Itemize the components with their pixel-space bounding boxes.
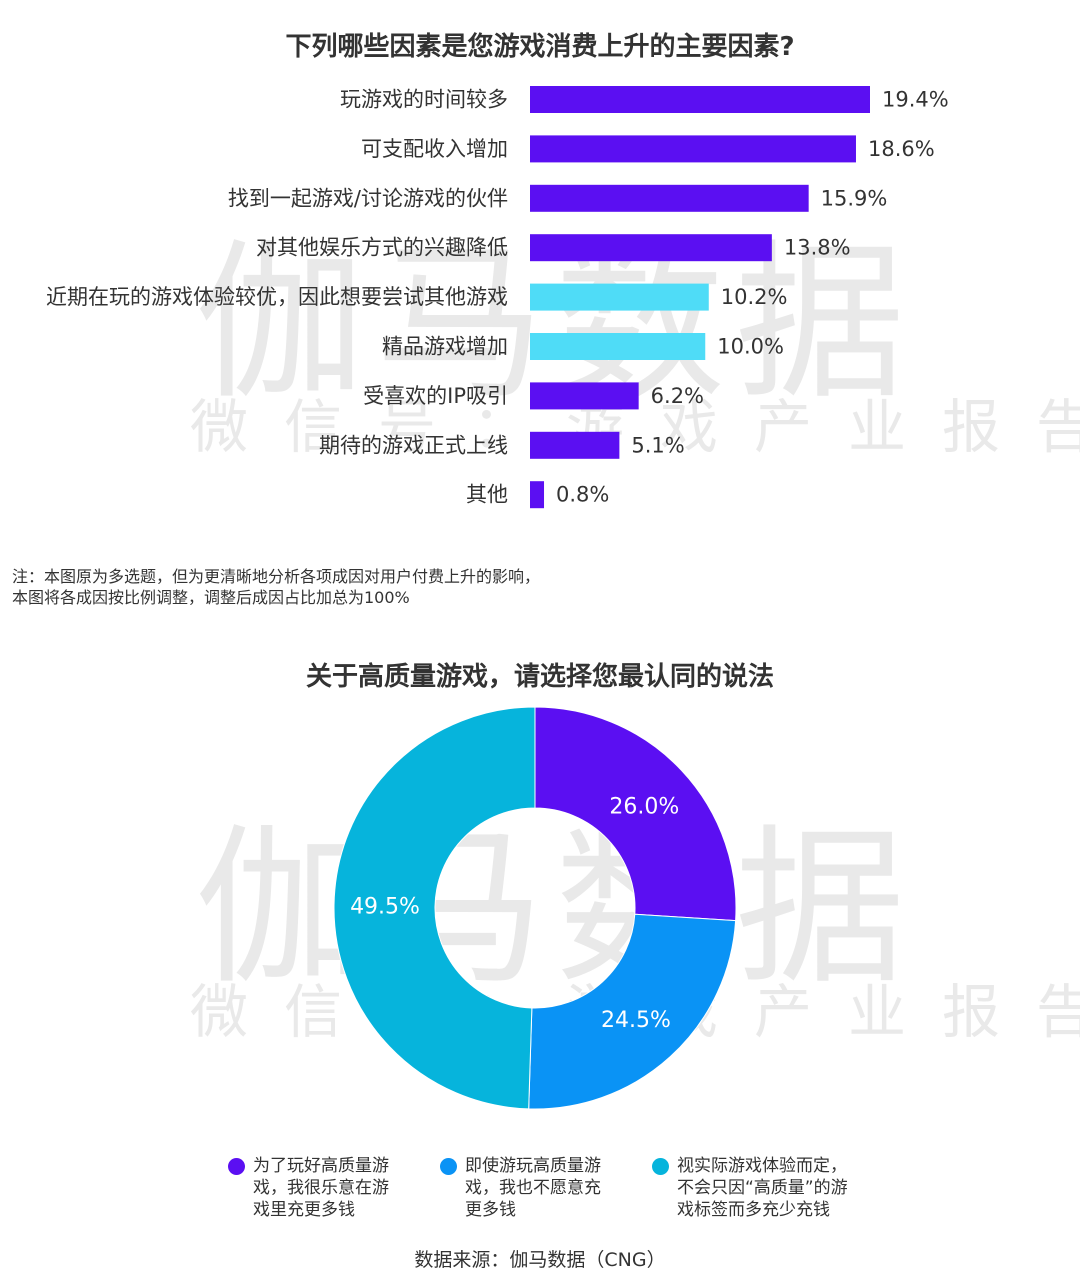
bar-value-label-7: 5.1% — [631, 433, 684, 457]
bar-value-label-2: 15.9% — [821, 186, 888, 210]
legend-depends-line-1: 视实际游戏体验而定， — [677, 1156, 847, 1176]
bar-category-label-6: 受喜欢的IP吸引 — [363, 384, 508, 408]
bar-1 — [530, 135, 856, 163]
bar-category-label-0: 玩游戏的时间较多 — [340, 88, 508, 112]
legend-depends-line-2: 不会只因“高质量”的游 — [677, 1178, 848, 1198]
bar-value-label-3: 13.8% — [784, 236, 851, 260]
bar-chart: 玩游戏的时间较多 19.4% 可支配收入增加 18.6% 找到一起游戏/讨论游戏的伙伴 1… — [46, 86, 949, 509]
donut-slice-unwilling — [528, 913, 737, 1110]
bar-chart-title: 下列哪些因素是您游戏消费上升的主要因素? — [285, 32, 795, 62]
legend-dot-blue-icon — [440, 1158, 457, 1175]
legend-item-depends: 视实际游戏体验而定， 不会只因“高质量”的游 戏标签而多充少充钱 — [652, 1155, 848, 1221]
bar-7 — [530, 431, 620, 459]
donut-label-willing: 26.0% — [609, 794, 679, 819]
bar-value-label-5: 10.0% — [717, 335, 784, 359]
bar-chart-note-line-2: 本图将各成因按比例调整，调整后成因占比加总为100% — [12, 588, 410, 607]
legend-dot-purple-icon — [228, 1158, 245, 1175]
donut-label-depends: 49.5% — [350, 895, 420, 920]
bar-3 — [530, 234, 772, 262]
bar-category-label-8: 其他 — [466, 483, 508, 507]
legend-item-unwilling: 即使游玩高质量游 戏，我也不愿意充 更多钱 — [440, 1155, 601, 1221]
bar-category-label-4: 近期在玩的游戏体验较优，因此想要尝试其他游戏 — [46, 285, 508, 309]
data-source: 数据来源：伽马数据（CNG） — [414, 1249, 666, 1271]
bar-8 — [530, 481, 545, 509]
bar-0 — [530, 86, 870, 113]
bar-value-label-6: 6.2% — [651, 384, 704, 408]
legend-item-willing: 为了玩好高质量游 戏，我很乐意在游 戏里充更多钱 — [228, 1155, 389, 1221]
bar-2 — [530, 184, 809, 212]
bar-category-label-1: 可支配收入增加 — [361, 137, 508, 161]
bar-category-label-2: 找到一起游戏/讨论游戏的伙伴 — [228, 186, 508, 210]
bar-chart-note-line-1: 注：本图原为多选题，但为更清晰地分析各项成因对用户付费上升的影响， — [12, 567, 541, 586]
donut-chart-title: 关于高质量游戏，请选择您最认同的说法 — [305, 662, 774, 692]
legend-unwilling-line-3: 更多钱 — [465, 1200, 516, 1220]
donut-slice-depends — [333, 706, 536, 1110]
donut-chart: 26.0% 24.5% 49.5% — [333, 706, 737, 1110]
legend-willing-line-3: 戏里充更多钱 — [253, 1200, 355, 1220]
legend-depends-line-3: 戏标签而多充少充钱 — [677, 1200, 830, 1220]
bar-value-label-8: 0.8% — [556, 483, 609, 507]
legend-willing-line-1: 为了玩好高质量游 — [253, 1156, 389, 1176]
legend-willing-line-2: 戏，我很乐意在游 — [253, 1178, 389, 1198]
bar-value-label-0: 19.4% — [882, 88, 949, 112]
bar-6 — [530, 382, 639, 410]
bar-4 — [530, 283, 709, 311]
bar-5 — [530, 333, 706, 360]
bar-category-label-3: 对其他娱乐方式的兴趣降低 — [256, 236, 508, 260]
bar-category-label-5: 精品游戏增加 — [382, 335, 508, 359]
donut-slice-willing — [534, 706, 737, 922]
bar-value-label-1: 18.6% — [868, 137, 935, 161]
bar-category-label-7: 期待的游戏正式上线 — [319, 433, 508, 457]
legend-dot-teal-icon — [652, 1158, 669, 1175]
donut-label-unwilling: 24.5% — [601, 1008, 671, 1033]
legend-unwilling-line-2: 戏，我也不愿意充 — [465, 1178, 601, 1198]
legend-unwilling-line-1: 即使游玩高质量游 — [465, 1156, 601, 1176]
bar-value-label-4: 10.2% — [721, 285, 788, 309]
